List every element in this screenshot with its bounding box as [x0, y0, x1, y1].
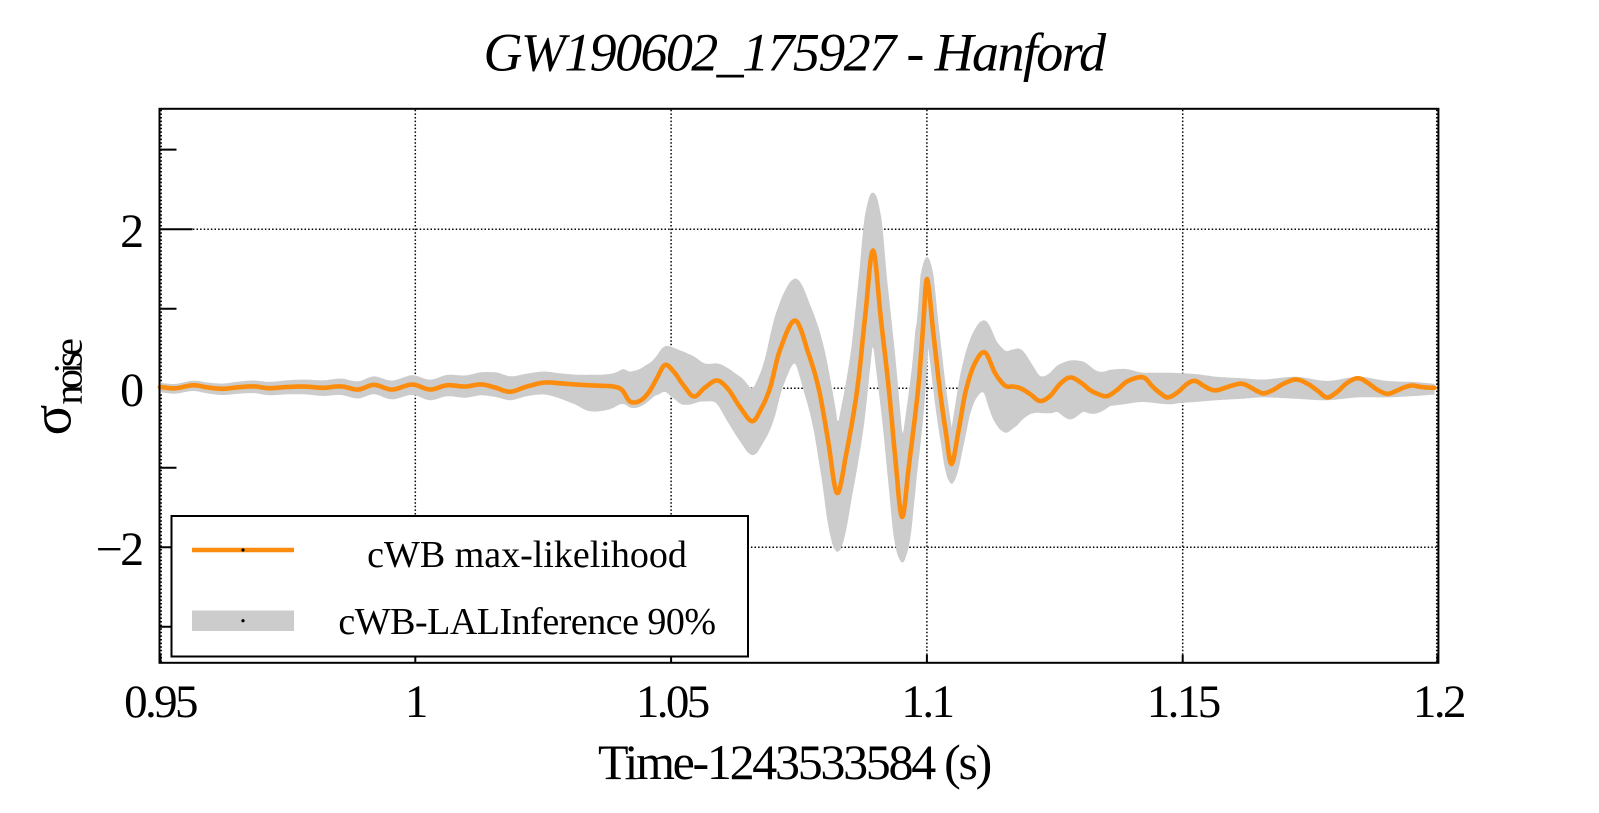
svg-text:2: 2: [120, 205, 142, 258]
svg-text:0.95: 0.95: [124, 676, 197, 728]
svg-text:1.05: 1.05: [636, 676, 709, 728]
svg-text:0: 0: [120, 364, 143, 417]
svg-text:Time-1243533584 (s): Time-1243533584 (s): [598, 734, 991, 790]
svg-text:cWB max-likelihood: cWB max-likelihood: [367, 534, 687, 576]
svg-text:GW190602_175927 - Hanford: GW190602_175927 - Hanford: [484, 23, 1108, 83]
svg-text:1.2: 1.2: [1413, 676, 1464, 728]
svg-text:1.15: 1.15: [1147, 676, 1220, 728]
svg-text:1.1: 1.1: [901, 676, 952, 728]
svg-text:1: 1: [405, 676, 426, 728]
svg-text:−2: −2: [96, 523, 142, 576]
svg-text:cWB-LALInference 90%: cWB-LALInference 90%: [338, 601, 715, 643]
